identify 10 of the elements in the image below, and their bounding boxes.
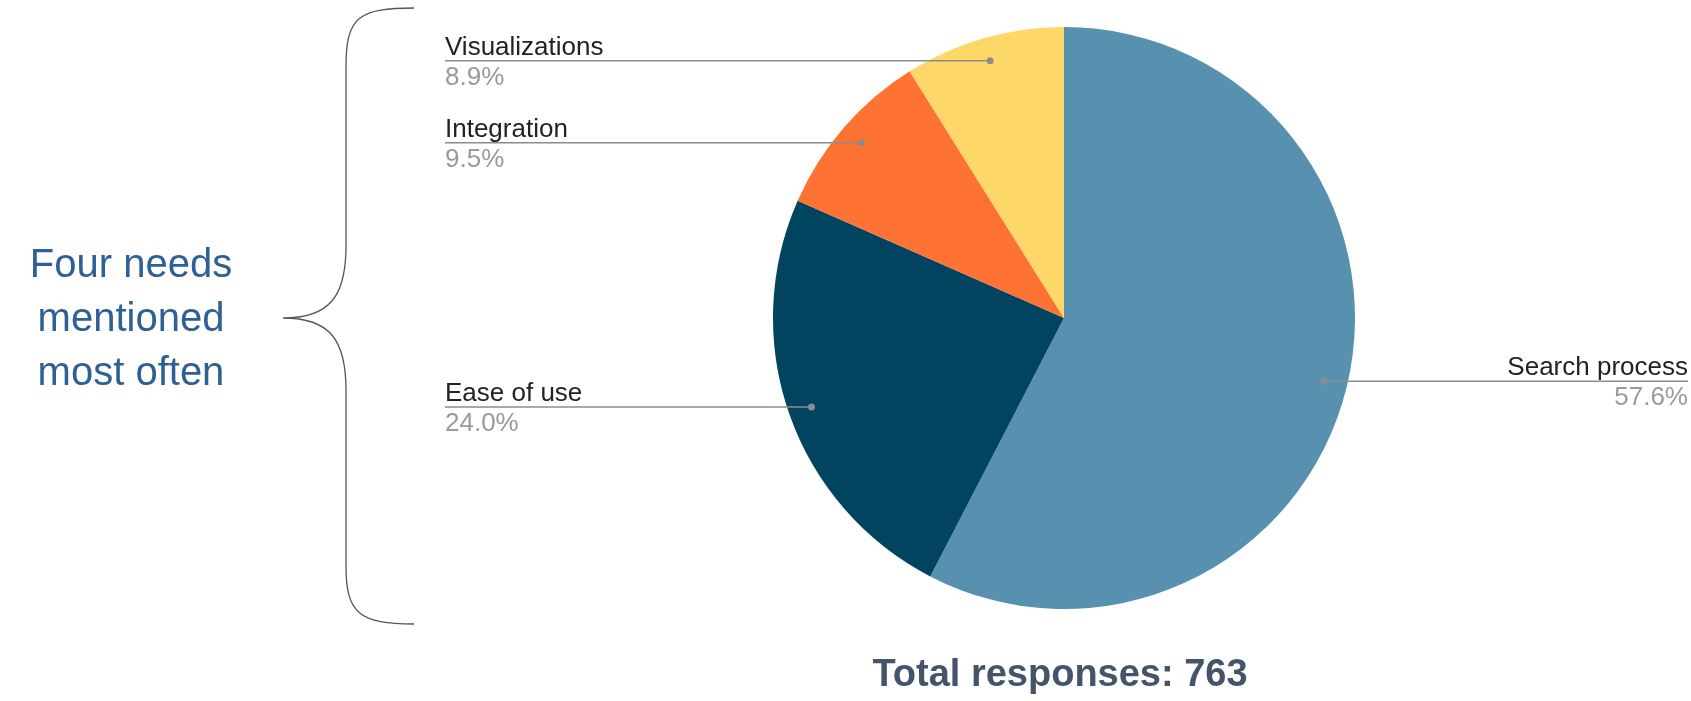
- data-label: 57.6%: [1614, 381, 1688, 412]
- slice-label: Integration: [445, 112, 568, 143]
- data-label: 9.5%: [445, 143, 505, 174]
- slice-label: Ease of use: [445, 377, 583, 408]
- text: Four needs mentioned most often: [28, 240, 234, 395]
- data-label: 8.9%: [445, 60, 505, 91]
- data-label: 24.0%: [445, 407, 519, 438]
- text: Total responses: 763: [871, 652, 1249, 695]
- slice-label: Visualizations: [445, 30, 604, 61]
- slice-label: Search process: [1507, 351, 1688, 382]
